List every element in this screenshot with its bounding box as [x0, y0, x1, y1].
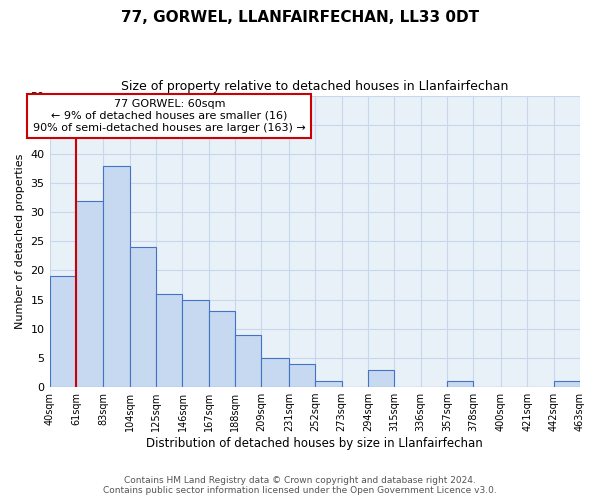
X-axis label: Distribution of detached houses by size in Llanfairfechan: Distribution of detached houses by size …: [146, 437, 483, 450]
Bar: [554, 382, 580, 387]
Bar: [50, 276, 76, 387]
Bar: [103, 166, 130, 387]
Bar: [130, 247, 156, 387]
Y-axis label: Number of detached properties: Number of detached properties: [15, 154, 25, 329]
Text: 77, GORWEL, LLANFAIRFECHAN, LL33 0DT: 77, GORWEL, LLANFAIRFECHAN, LL33 0DT: [121, 10, 479, 25]
Bar: [156, 294, 182, 387]
Bar: [368, 370, 394, 387]
Bar: [209, 312, 235, 387]
Bar: [182, 300, 209, 387]
Bar: [447, 382, 473, 387]
Bar: [316, 382, 342, 387]
Bar: [235, 334, 262, 387]
Text: 77 GORWEL: 60sqm
← 9% of detached houses are smaller (16)
90% of semi-detached h: 77 GORWEL: 60sqm ← 9% of detached houses…: [33, 100, 305, 132]
Bar: [76, 200, 103, 387]
Title: Size of property relative to detached houses in Llanfairfechan: Size of property relative to detached ho…: [121, 80, 508, 93]
Bar: [262, 358, 289, 387]
Text: Contains HM Land Registry data © Crown copyright and database right 2024.
Contai: Contains HM Land Registry data © Crown c…: [103, 476, 497, 495]
Bar: [289, 364, 316, 387]
